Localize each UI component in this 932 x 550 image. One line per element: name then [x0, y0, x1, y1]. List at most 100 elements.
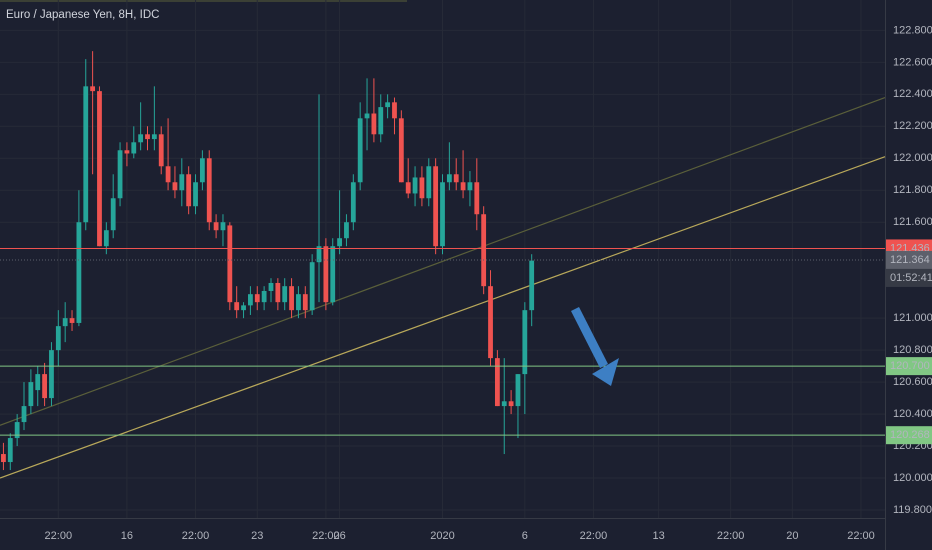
candle-body: [302, 294, 308, 311]
candle-body: [227, 225, 233, 303]
x-tick-label: 16: [121, 530, 133, 542]
candle-body: [357, 118, 363, 183]
x-tick-label: 2020: [430, 530, 454, 542]
price-label: 120.700: [890, 360, 930, 372]
candle-body: [268, 282, 274, 291]
candle-body: [179, 174, 185, 191]
candle-body: [97, 91, 102, 247]
candle-body: [90, 86, 96, 92]
candle-body: [282, 286, 288, 303]
y-tick-label: 120.600: [893, 376, 932, 388]
y-tick-label: 122.600: [893, 56, 932, 68]
candle-body: [117, 150, 123, 199]
candle-body: [446, 174, 452, 183]
candle-body: [213, 222, 219, 231]
candle-body: [330, 246, 336, 303]
candle-body: [165, 166, 171, 183]
price-label-box: [886, 426, 932, 445]
y-tick-label: 122.000: [893, 152, 932, 164]
candle-body: [474, 182, 480, 215]
x-tick-label: 22:00: [847, 530, 875, 542]
candle-body: [220, 222, 226, 231]
candle-body: [261, 290, 267, 303]
trendline: [0, 96, 886, 426]
x-tick-label: 22:00: [580, 530, 608, 542]
candle-body: [254, 294, 260, 303]
candle-body: [337, 238, 342, 247]
y-tick-label: 121.000: [893, 312, 932, 324]
candle-body: [467, 182, 473, 191]
y-tick-label: 122.400: [893, 88, 932, 100]
candle-body: [371, 113, 377, 135]
candle-body: [412, 177, 418, 194]
candle-body: [172, 182, 178, 191]
timer-box: [886, 268, 932, 287]
candle-body: [488, 286, 493, 359]
x-tick-label: 22:00: [45, 530, 73, 542]
y-tick-label: 122.800: [893, 24, 932, 36]
candle-body: [55, 326, 61, 351]
candle-body: [62, 318, 68, 327]
price-label: 120.268: [890, 429, 930, 441]
x-tick-label: 20: [786, 530, 798, 542]
price-label: 121.364: [890, 254, 930, 266]
candle-body: [199, 158, 205, 183]
candle-body: [392, 102, 397, 119]
candle-body: [28, 382, 34, 407]
y-tick-label: 122.200: [893, 120, 932, 132]
y-tick-label: 120.000: [893, 472, 932, 484]
candle-body: [405, 182, 411, 194]
candle-body: [42, 374, 47, 399]
candle-body: [426, 166, 432, 199]
x-tick-label: 13: [652, 530, 664, 542]
candle-body: [508, 401, 514, 407]
candle-body: [145, 134, 150, 140]
arrow-shaft: [570, 306, 609, 369]
y-tick-label: 120.400: [893, 408, 932, 420]
candle-body: [350, 182, 356, 223]
y-tick-label: 120.800: [893, 344, 932, 356]
candle-body: [186, 174, 192, 207]
candle-body: [21, 406, 27, 423]
candle-body: [7, 438, 13, 463]
arrow: [570, 306, 619, 386]
candle-body: [522, 310, 528, 375]
candle-body: [419, 177, 425, 199]
y-tick-label: 121.600: [893, 216, 932, 228]
x-tick-label: 22:00: [717, 530, 745, 542]
candle-body: [453, 174, 459, 183]
candle-body: [138, 134, 144, 143]
candle-body: [385, 102, 391, 108]
candle-body: [49, 350, 54, 399]
candle-body: [323, 246, 329, 303]
plot-area: [0, 51, 886, 479]
arrow-head: [592, 358, 619, 386]
candle-body: [14, 422, 20, 439]
candle-body: [344, 222, 349, 239]
candle-body: [110, 198, 116, 231]
candle-body: [124, 150, 130, 154]
candle-body: [296, 294, 301, 311]
candle-body: [460, 182, 466, 191]
candle-body: [206, 158, 212, 223]
timer: 01:52:41: [890, 272, 932, 284]
y-tick-label: 119.800: [893, 504, 932, 516]
x-tick-label: 22:00: [312, 530, 340, 542]
candle-body: [83, 86, 89, 223]
candle-body: [103, 230, 109, 247]
candle-body: [35, 374, 41, 391]
candle-body: [481, 214, 487, 287]
x-tick-label: 26: [333, 530, 345, 542]
candle-body: [69, 318, 75, 323]
candle-body: [398, 118, 404, 183]
candle-body: [158, 134, 164, 167]
candle-body: [501, 401, 507, 407]
candle-body: [440, 182, 445, 247]
trendline: [0, 156, 886, 479]
candle-body: [515, 374, 521, 407]
x-tick-label: 23: [251, 530, 263, 542]
candle-body: [131, 142, 137, 154]
candle-body: [309, 262, 315, 311]
candle-body: [151, 134, 157, 140]
